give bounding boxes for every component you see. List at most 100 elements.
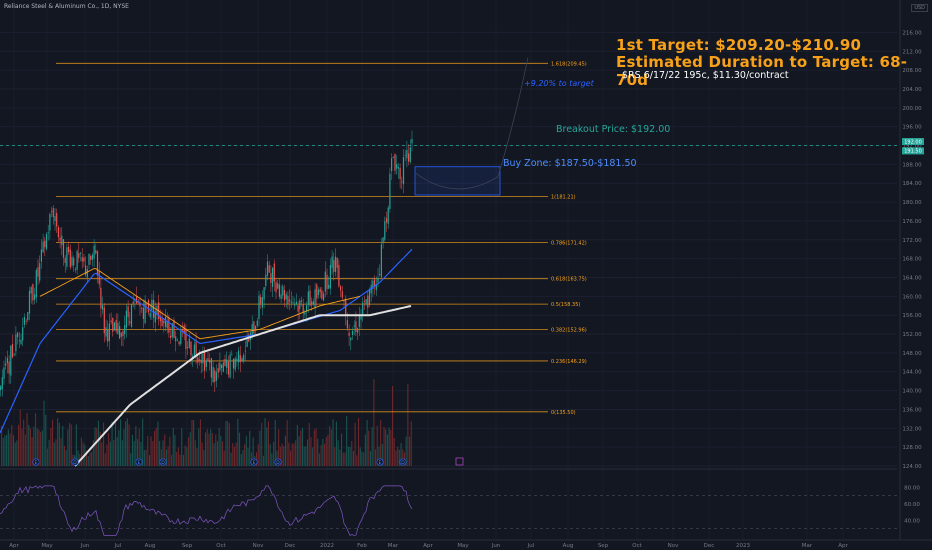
volume-bar: [244, 444, 246, 466]
volume-bar: [174, 434, 176, 466]
candle-body: [300, 300, 303, 302]
volume-bar: [18, 424, 20, 466]
candle-body: [345, 298, 347, 316]
candle-body: [402, 157, 405, 185]
candle-body: [222, 362, 224, 372]
price-tick: 128.00: [902, 445, 922, 451]
volume-bar: [281, 443, 283, 466]
volume-bar: [40, 432, 42, 466]
candle-body: [136, 296, 138, 304]
volume-bar: [264, 418, 266, 466]
volume-bar: [92, 440, 94, 466]
time-tick: Apr: [9, 543, 19, 549]
candle-body: [379, 274, 381, 275]
volume-bar: [109, 441, 111, 466]
volume-bar: [159, 440, 161, 466]
candle-body: [406, 149, 408, 159]
candle-body: [129, 321, 131, 324]
volume-bar: [402, 449, 404, 466]
candle-body: [180, 330, 182, 344]
symbol-header: Reliance Steel & Aluminum Co., 1D, NYSE: [4, 3, 129, 10]
volume-bar: [87, 455, 89, 466]
currency-label[interactable]: USD: [911, 4, 928, 12]
candle-body: [28, 290, 31, 314]
volume-bar: [19, 409, 21, 466]
volume-bar: [211, 432, 213, 466]
volume-bar: [2, 437, 4, 466]
candle-body: [54, 216, 56, 222]
price-tick: 164.00: [902, 275, 922, 281]
candle-body: [30, 287, 32, 294]
time-tick: Jun: [80, 543, 90, 549]
volume-bar: [327, 435, 329, 466]
candle-body: [86, 269, 88, 278]
candle-body: [188, 338, 190, 348]
time-tick: May: [457, 543, 469, 549]
time-tick: Nov: [668, 543, 679, 549]
time-tick: Aug: [563, 543, 574, 549]
volume-bar: [395, 450, 397, 466]
candle-body: [289, 299, 291, 302]
candle-body: [88, 253, 90, 265]
candle-body: [411, 139, 413, 144]
candle-body: [204, 351, 206, 371]
price-tick: 208.00: [902, 68, 922, 74]
candle-body: [119, 326, 121, 339]
candle-body: [212, 366, 214, 382]
volume-bar: [261, 422, 263, 466]
candle-body: [238, 350, 240, 363]
candle-body: [221, 364, 223, 368]
candle-body: [353, 325, 355, 327]
price-tick: 192.00: [902, 144, 922, 150]
candle-body: [42, 241, 44, 253]
time-tick: Oct: [632, 543, 642, 549]
volume-bar: [291, 443, 293, 466]
volume-bar: [152, 441, 154, 466]
candle-body: [181, 329, 184, 331]
candle-body: [171, 323, 173, 337]
candle-body: [142, 307, 144, 319]
volume-bar: [290, 450, 292, 466]
candle-body: [391, 158, 393, 172]
price-tick: 172.00: [902, 238, 922, 244]
candle-body: [283, 290, 286, 301]
volume-bar: [223, 450, 225, 466]
volume-bar: [346, 415, 348, 466]
volume-bar: [320, 445, 322, 466]
candle-body: [1, 377, 3, 390]
candle-body: [214, 370, 216, 382]
volume-bar: [70, 424, 72, 466]
candle-body: [285, 294, 287, 300]
event-marker-label: E: [253, 460, 256, 466]
volume-bar: [305, 446, 307, 466]
event-marker: [274, 458, 282, 466]
candle-body: [295, 301, 297, 305]
buy-zone-box[interactable]: [414, 57, 529, 196]
candle-body: [25, 320, 27, 322]
candle-body: [234, 358, 236, 370]
candle-body: [304, 312, 306, 315]
candle-body: [8, 361, 10, 374]
volume-bar: [91, 451, 93, 466]
candle-body: [187, 347, 189, 348]
volume-bar: [118, 430, 120, 466]
volume-bar: [125, 421, 127, 466]
volume-bar: [312, 447, 314, 466]
candle-body: [319, 288, 321, 293]
candle-body: [170, 335, 172, 338]
volume-bar: [378, 446, 380, 466]
candle-body: [5, 363, 7, 366]
fib-label: 0.5(158.35): [551, 302, 580, 308]
candle-body: [134, 300, 136, 302]
candle-body: [176, 339, 178, 341]
event-marker: [399, 458, 407, 466]
time-tick: 2022: [320, 543, 334, 549]
volume-bar: [271, 453, 273, 466]
candle-body: [59, 237, 61, 241]
candle-body: [132, 301, 134, 304]
candle-body: [217, 368, 219, 373]
volume-bar: [301, 427, 303, 466]
volume-bar: [215, 434, 217, 466]
